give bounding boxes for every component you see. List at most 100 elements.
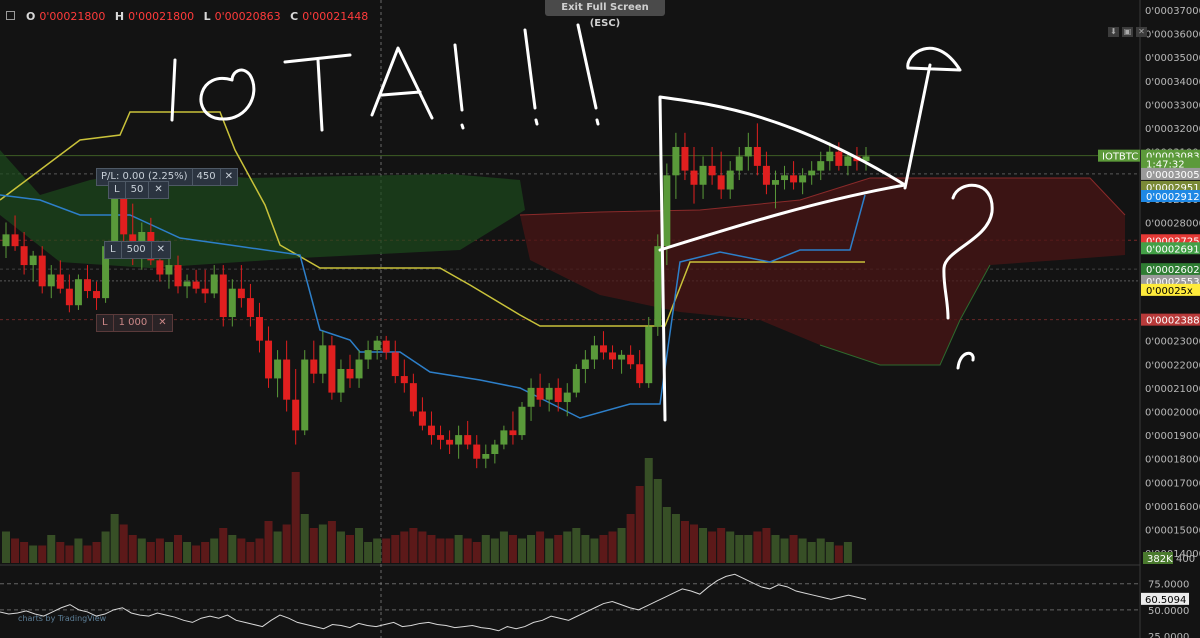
volume-bar (536, 531, 545, 563)
volume-bar (228, 535, 237, 563)
candle-body (509, 430, 517, 436)
candle-body (274, 359, 282, 379)
volume-bar (264, 521, 273, 563)
volume-bar (834, 545, 843, 563)
candle-body (790, 175, 798, 183)
ohlc-h-value: 0'00021800 (128, 10, 195, 23)
volume-bar (155, 538, 164, 563)
pane-close-icon[interactable]: ✕ (1136, 27, 1147, 37)
candle-body (292, 399, 300, 431)
pane-down-icon[interactable]: ⬇ (1108, 27, 1119, 37)
price-tick-label: 0'00016000 (1145, 502, 1200, 513)
order-box-2[interactable]: L 500 ✕ (104, 241, 172, 259)
order-close-icon[interactable]: ✕ (156, 244, 166, 255)
volume-bar (771, 535, 780, 563)
volume-bars (2, 458, 852, 563)
volume-bar (83, 545, 92, 563)
candle-body (192, 281, 200, 289)
freehand-stroke (370, 46, 434, 120)
osc-tick-label: 75.0000 (1148, 580, 1189, 591)
volume-bar (92, 542, 101, 563)
volume-bar (391, 535, 400, 563)
pane-maximize-icon[interactable]: ▣ (1122, 27, 1133, 37)
volume-bar (400, 531, 409, 563)
order-box-3[interactable]: L 1 000 ✕ (96, 314, 173, 332)
order-box-1[interactable]: L 50 ✕ (108, 181, 169, 199)
freehand-stroke (942, 183, 994, 320)
candle-body (310, 359, 318, 374)
candle-body (437, 435, 445, 440)
tenkan-line (0, 194, 866, 419)
candle-body (47, 274, 55, 287)
freehand-stroke (903, 46, 962, 190)
pane-controls: ⬇ ▣ ✕ (1108, 27, 1147, 37)
volume-bar (762, 528, 771, 563)
volume-bar (662, 507, 671, 563)
candle-body (319, 345, 327, 374)
cloud-bearish (520, 178, 1125, 365)
volume-bar (164, 542, 173, 563)
volume-bar (825, 542, 834, 563)
order-qty: 50 (126, 182, 150, 198)
candle-body (156, 260, 164, 275)
volume-bar (644, 458, 653, 563)
order-close-icon[interactable]: ✕ (154, 184, 163, 195)
order-close-icon[interactable]: ✕ (158, 317, 167, 328)
candle-body (781, 175, 789, 181)
volume-bar (291, 472, 300, 563)
checkbox-icon[interactable] (6, 11, 15, 20)
volume-bar (816, 538, 825, 563)
osc-current-label: 60.5094 (1145, 595, 1186, 606)
ohlc-h-label: H (114, 10, 125, 23)
volume-bar (581, 535, 590, 563)
indicator-lines (0, 111, 866, 419)
ohlc-readout: O 0'00021800 H 0'00021800 L 0'00020863 C 0'0… (20, 10, 368, 23)
candle-body (455, 435, 463, 445)
volume-bar (599, 535, 608, 563)
price-tick-label: 0'00022000 (1145, 360, 1200, 371)
volume-bar (74, 538, 83, 563)
candle-body (708, 165, 716, 176)
candle-body (201, 288, 209, 294)
volume-bar (110, 514, 119, 563)
ohlc-c-label: C (290, 10, 299, 23)
ohlc-c-value: 0'00021448 (302, 10, 369, 23)
osc-tick-label: 25.0000 (1148, 632, 1189, 638)
price-tick-label: 0'00021000 (1145, 384, 1200, 395)
candle-body (482, 454, 490, 459)
price-label: 0'00026026 (1146, 265, 1200, 276)
position-close-icon[interactable]: ✕ (224, 171, 234, 182)
exit-fullscreen-button[interactable]: Exit Full Screen (ESC) (545, 0, 665, 29)
candle-body (672, 146, 680, 176)
candle-body (663, 175, 671, 247)
price-label: 0'00029124 (1146, 192, 1200, 203)
volume-bar (572, 528, 581, 563)
candle-body (500, 430, 508, 445)
candle-body (102, 246, 110, 299)
price-tick-label: 0'00023000 (1145, 337, 1200, 348)
price-label-bg (1141, 242, 1200, 255)
candle-body (418, 411, 426, 426)
candle-body (581, 359, 589, 369)
candle-body (473, 444, 481, 459)
candle-body (364, 350, 372, 360)
candle-body (409, 383, 417, 412)
volume-bar (735, 535, 744, 563)
volume-bar (409, 528, 418, 563)
candle-body (391, 352, 399, 377)
volume-bar (626, 514, 635, 563)
candle-body (654, 246, 662, 327)
volume-bar (309, 528, 318, 563)
candle-body (464, 435, 472, 445)
price-label: 0'00023889 (1146, 316, 1200, 327)
candle-body (599, 345, 607, 353)
position-pl-label: P/L: 0.00 (2.25%) (97, 169, 193, 185)
candle-body (183, 281, 191, 287)
candle-body (265, 340, 273, 379)
freehand-stroke (199, 68, 256, 121)
candle-body (744, 146, 752, 157)
candle-body (74, 279, 82, 306)
candle-body (844, 156, 852, 166)
